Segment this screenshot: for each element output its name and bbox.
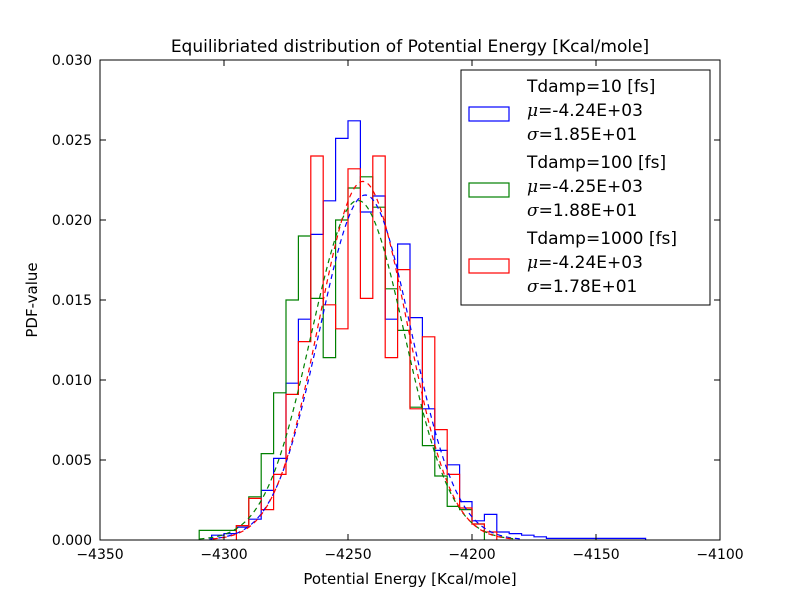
legend-mu: μ=-4.24E+03 xyxy=(527,101,643,121)
legend-series-name: Tdamp=1000 [fs] xyxy=(526,229,677,249)
x-tick-label: −4350 xyxy=(76,547,123,563)
legend: Tdamp=10 [fs] μ=-4.24E+03 σ=1.85E+01 Tdamp=… xyxy=(460,69,711,306)
x-axis-label: Potential Energy [Kcal/mole] xyxy=(303,570,516,588)
x-tick-label: −4150 xyxy=(572,547,619,563)
legend-box xyxy=(460,69,711,306)
histogram-series-2 xyxy=(198,176,485,540)
y-tick-label: 0.030 xyxy=(52,53,92,69)
y-tick-label: 0.025 xyxy=(52,133,92,149)
y-tick-label: 0.005 xyxy=(52,453,92,469)
x-tick-label: −4100 xyxy=(696,547,743,563)
axis-ticks: −4350 −4300 −4250 −4200 −4150 −4100 0.000 0.005… xyxy=(52,53,744,563)
y-axis-label: PDF-value xyxy=(23,262,41,337)
x-tick-label: −4250 xyxy=(324,547,371,563)
normal-fit-curve-3 xyxy=(212,180,514,540)
y-tick-label: 0.000 xyxy=(52,533,92,549)
legend-swatch xyxy=(468,106,510,122)
legend-mu: μ=-4.25E+03 xyxy=(527,177,643,197)
x-tick-label: −4200 xyxy=(448,547,495,563)
legend-sigma: σ=1.78E+01 xyxy=(527,277,637,297)
normal-fit-curve-1 xyxy=(209,194,522,540)
y-tick-label: 0.020 xyxy=(52,213,92,229)
legend-sigma: σ=1.88E+01 xyxy=(527,201,637,221)
x-tick-label: −4300 xyxy=(200,547,247,563)
histogram-series-3 xyxy=(235,155,498,540)
legend-series-name: Tdamp=10 [fs] xyxy=(526,77,655,97)
y-tick-label: 0.010 xyxy=(52,373,92,389)
legend-mu: μ=-4.24E+03 xyxy=(527,253,643,273)
legend-series-name: Tdamp=100 [fs] xyxy=(526,153,666,173)
legend-swatch xyxy=(468,182,510,198)
y-tick-label: 0.015 xyxy=(52,293,92,309)
plot-layer xyxy=(198,120,647,540)
chart-title: Equilibriated distribution of Potential … xyxy=(171,37,649,57)
legend-sigma: σ=1.85E+01 xyxy=(527,125,637,145)
histogram-series-1 xyxy=(211,120,647,540)
legend-swatch xyxy=(468,258,510,274)
